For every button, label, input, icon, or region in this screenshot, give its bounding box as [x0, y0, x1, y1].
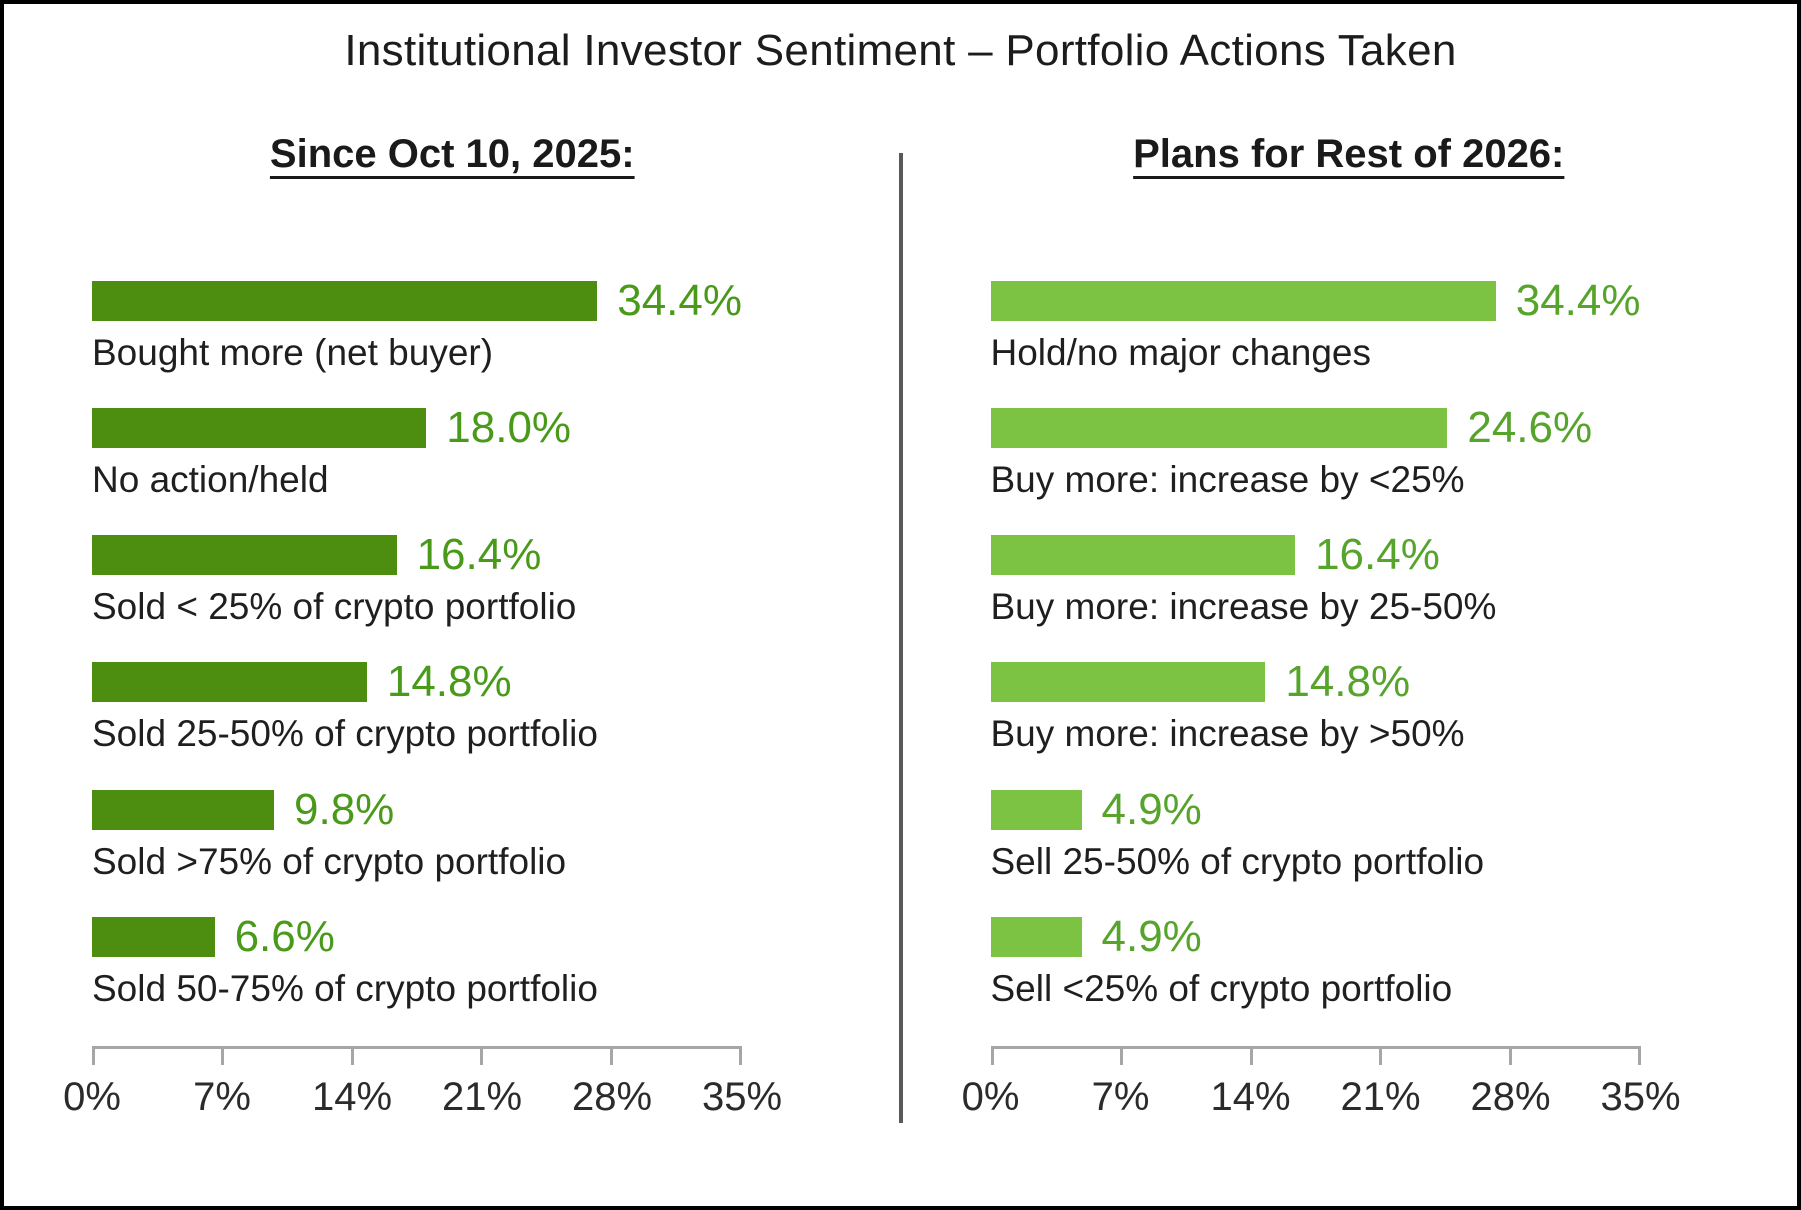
chart-since-oct: Since Oct 10, 2025: 34.4% Bought more (n… [4, 131, 901, 1124]
axis-tick [990, 1049, 994, 1066]
category-label: Sold 25-50% of crypto portfolio [92, 713, 598, 755]
value-label: 34.4% [1515, 275, 1641, 325]
category-label: Buy more: increase by >50% [990, 713, 1465, 755]
x-axis: 0% 7% 14% 21% 28% 35% [63, 1046, 782, 1123]
axis-tick-label: 21% [441, 1075, 523, 1120]
section-heading-left: Since Oct 10, 2025: [269, 131, 635, 176]
category-label: Bought more (net buyer) [92, 331, 494, 373]
divider-line [898, 152, 903, 1123]
axis-tick-label: 28% [1470, 1075, 1551, 1120]
axis-tick [610, 1049, 613, 1066]
section-heading-right: Plans for Rest of 2026: [1133, 131, 1565, 176]
value-label: 16.4% [416, 530, 542, 580]
axis-tick [221, 1049, 224, 1066]
value-label: 14.8% [1285, 657, 1411, 707]
bar [92, 280, 598, 321]
axis-line [990, 1046, 1641, 1066]
axis-tick [480, 1049, 483, 1066]
bar [92, 789, 274, 830]
axis-tick-label: 21% [1340, 1075, 1421, 1120]
axis-tick [1637, 1049, 1641, 1066]
bar [990, 280, 1496, 321]
value-label: 4.9% [1101, 911, 1202, 961]
bar [92, 916, 215, 957]
category-label: Sold < 25% of crypto portfolio [92, 586, 577, 628]
axis-tick [1508, 1049, 1512, 1066]
bar-row: 4.9% Sell 25-50% of crypto portfolio [990, 784, 1641, 885]
value-label: 24.6% [1467, 402, 1593, 452]
axis-tick-label: 7% [193, 1075, 251, 1120]
category-label: Sell 25-50% of crypto portfolio [990, 840, 1485, 882]
category-label: Sold >75% of crypto portfolio [92, 840, 567, 882]
axis-tick-label: 14% [1210, 1075, 1291, 1120]
value-label: 16.4% [1315, 530, 1440, 580]
bar [990, 407, 1448, 448]
axis-tick [1119, 1049, 1123, 1066]
axis-tick [92, 1049, 95, 1066]
category-label: No action/held [92, 458, 329, 500]
bar [990, 535, 1296, 576]
axis-tick [351, 1049, 354, 1066]
bar-row: 9.8% Sold >75% of crypto portfolio [92, 784, 742, 885]
axis-tick [1249, 1049, 1253, 1066]
category-label: Hold/no major changes [990, 331, 1372, 373]
bar-row: 18.0% No action/held [92, 402, 742, 503]
bar [990, 662, 1266, 703]
axis-line [92, 1046, 742, 1066]
axis-labels: 0% 7% 14% 21% 28% 35% [962, 1075, 1681, 1123]
bar-row: 16.4% Buy more: increase by 25-50% [990, 530, 1641, 630]
bar-row: 4.9% Sell <25% of crypto portfolio [990, 911, 1641, 1012]
category-label: Buy more: increase by <25% [990, 458, 1465, 500]
bar-row: 16.4% Sold < 25% of crypto portfolio [92, 530, 742, 630]
value-label: 14.8% [386, 657, 512, 707]
axis-tick [1378, 1049, 1382, 1066]
axis-tick-label: 0% [63, 1075, 121, 1120]
category-label: Sold 50-75% of crypto portfolio [92, 967, 598, 1009]
bar [92, 407, 427, 448]
value-label: 34.4% [617, 275, 742, 325]
category-label: Sell <25% of crypto portfolio [990, 967, 1453, 1009]
bar [92, 662, 367, 703]
axis-tick-label: 0% [961, 1075, 1020, 1120]
bar-row: 14.8% Buy more: increase by >50% [990, 657, 1641, 757]
value-label: 9.8% [294, 784, 395, 834]
bar [990, 916, 1082, 957]
bar [990, 789, 1082, 830]
axis-labels: 0% 7% 14% 21% 28% 35% [63, 1075, 782, 1123]
category-label: Buy more: increase by 25-50% [990, 586, 1497, 628]
value-label: 6.6% [234, 911, 335, 961]
axis-tick-label: 35% [1600, 1075, 1681, 1120]
bar-row: 34.4% Bought more (net buyer) [92, 275, 742, 376]
bar [92, 535, 397, 576]
bar-row: 14.8% Sold 25-50% of crypto portfolio [92, 657, 742, 757]
value-label: 18.0% [446, 402, 572, 452]
axis-tick-label: 28% [571, 1075, 653, 1120]
bar-row: 6.6% Sold 50-75% of crypto portfolio [92, 911, 742, 1012]
plot-area-right: 34.4% Hold/no major changes 24.6% Buy mo… [962, 275, 1681, 1124]
axis-tick-label: 35% [701, 1075, 783, 1120]
bar-row: 34.4% Hold/no major changes [990, 275, 1641, 376]
axis-tick-label: 7% [1091, 1075, 1150, 1120]
x-axis: 0% 7% 14% 21% 28% 35% [962, 1046, 1681, 1123]
bar-row: 24.6% Buy more: increase by <25% [990, 402, 1641, 503]
charts-container: Since Oct 10, 2025: 34.4% Bought more (n… [4, 131, 1797, 1124]
axis-tick-label: 14% [311, 1075, 393, 1120]
value-label: 4.9% [1101, 784, 1202, 834]
plot-area-left: 34.4% Bought more (net buyer) 18.0% No a… [63, 275, 782, 1124]
page-title: Institutional Investor Sentiment – Portf… [344, 26, 1457, 75]
chart-plans-2026: Plans for Rest of 2026: 34.4% Hold/no ma… [901, 131, 1798, 1124]
axis-tick [739, 1049, 742, 1066]
